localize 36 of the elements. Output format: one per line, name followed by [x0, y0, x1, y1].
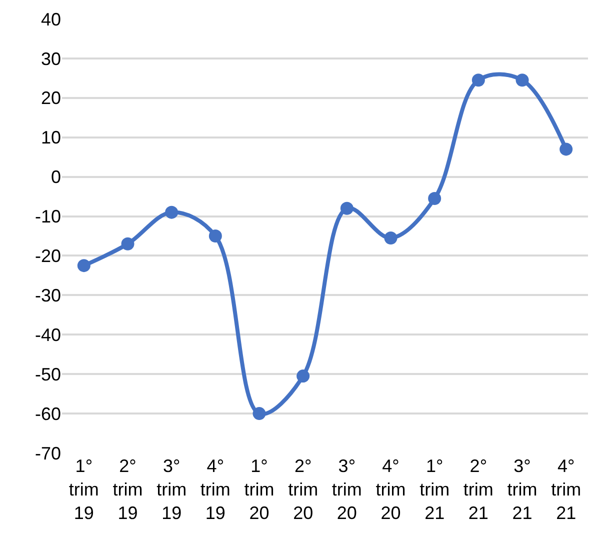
point — [340, 202, 354, 215]
y-tick-label: -40 — [34, 324, 61, 345]
point — [296, 370, 310, 383]
x-tick-label: 2° trim 19 — [112, 456, 143, 523]
x-tick-label: 2° trim 21 — [463, 456, 494, 523]
y-tick-label: -70 — [34, 443, 61, 464]
x-tick-label: 1° trim 21 — [420, 456, 450, 523]
point — [472, 74, 485, 87]
x-tick-label: 3° trim 20 — [332, 456, 362, 523]
y-tick-label: -10 — [34, 206, 61, 227]
point — [77, 259, 90, 272]
point — [121, 237, 134, 250]
x-tick-label: 4° trim 21 — [551, 456, 582, 523]
x-tick-label: 2° trim 20 — [288, 456, 318, 523]
y-tick-label: 0 — [50, 167, 61, 188]
point — [428, 192, 442, 206]
point — [516, 74, 529, 87]
x-tick-label: 3° trim 21 — [507, 456, 538, 523]
x-tick-label: 1° trim 20 — [244, 456, 274, 523]
y-tick-label: -30 — [34, 285, 61, 306]
x-tick-label: 4° trim 20 — [376, 456, 406, 523]
point — [208, 230, 222, 242]
y-tick-label: -60 — [34, 404, 61, 424]
point — [560, 142, 573, 156]
point — [384, 231, 398, 244]
x-tick-label: 1° trim 19 — [68, 456, 99, 523]
x-tick-label: 4° trim 19 — [200, 456, 230, 523]
point — [252, 407, 266, 420]
y-tick-label: -50 — [34, 364, 61, 384]
y-tick-label: 30 — [40, 48, 61, 69]
y-tick-label: -20 — [34, 246, 61, 266]
x-tick-label: 3° trim 19 — [156, 456, 187, 523]
y-tick-label: 10 — [40, 128, 61, 148]
point — [165, 206, 178, 219]
y-tick-label: 40 — [40, 9, 61, 30]
y-tick-label: 20 — [40, 88, 61, 108]
